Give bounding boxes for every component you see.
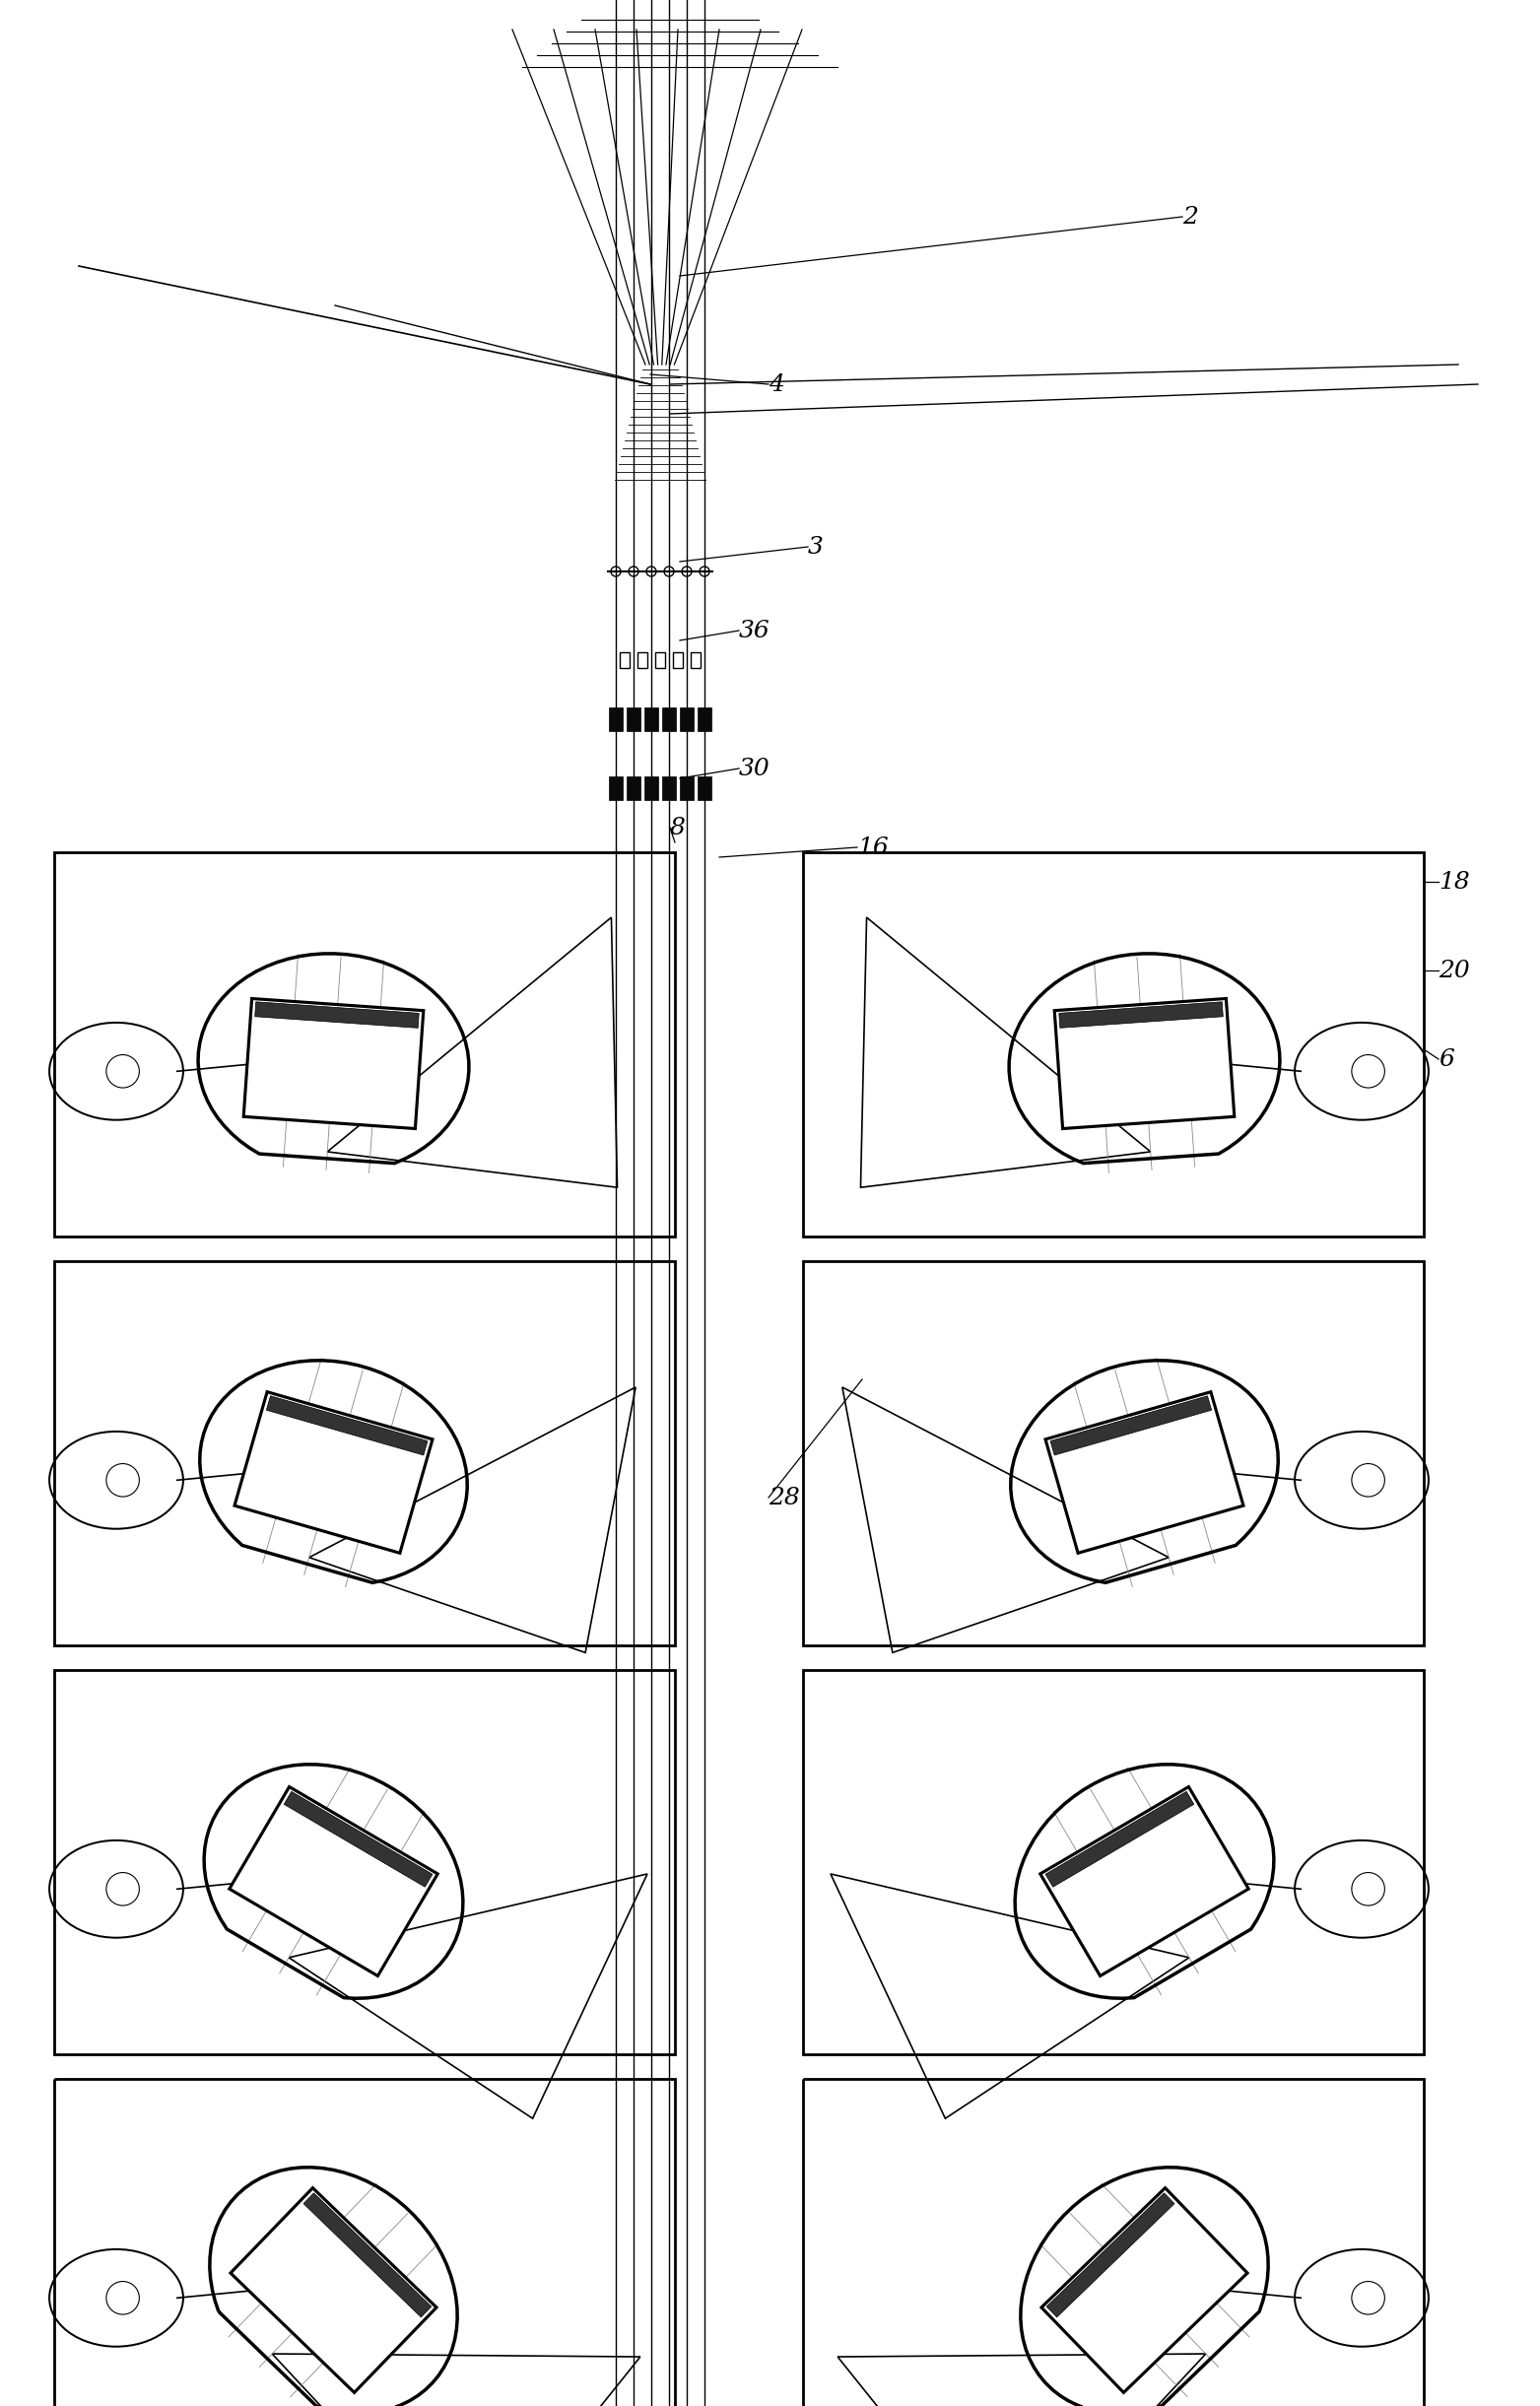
Polygon shape (1047, 2192, 1175, 2317)
Polygon shape (231, 2187, 436, 2392)
Polygon shape (229, 1788, 437, 1975)
Bar (654, 652, 665, 669)
Text: 36: 36 (739, 618, 770, 642)
Bar (679, 707, 693, 731)
Bar (644, 707, 658, 731)
Polygon shape (1050, 1395, 1212, 1456)
Polygon shape (1041, 2187, 1247, 2392)
Bar (698, 777, 711, 801)
Bar (802, 1261, 1425, 1646)
Bar (638, 652, 647, 669)
Bar (644, 777, 658, 801)
Bar (690, 652, 701, 669)
Bar (54, 852, 675, 1237)
Bar (802, 852, 1425, 1237)
Bar (662, 707, 676, 731)
Polygon shape (256, 1001, 419, 1027)
Bar (54, 1670, 675, 2055)
Polygon shape (1055, 998, 1235, 1128)
Bar (662, 777, 676, 801)
Text: 16: 16 (858, 835, 889, 859)
Bar (608, 777, 622, 801)
Text: 30: 30 (739, 758, 770, 780)
Polygon shape (283, 1792, 433, 1886)
Bar (54, 2079, 675, 2406)
Bar (619, 652, 630, 669)
Text: 3: 3 (809, 537, 824, 558)
Polygon shape (266, 1395, 428, 1456)
Text: 18: 18 (1438, 871, 1469, 893)
Bar (673, 652, 682, 669)
Polygon shape (1046, 1393, 1243, 1552)
Polygon shape (243, 998, 424, 1128)
Polygon shape (303, 2192, 431, 2317)
Bar (54, 1261, 675, 1646)
Bar (698, 707, 711, 731)
Text: 4: 4 (768, 373, 784, 395)
Text: 2: 2 (1183, 205, 1198, 229)
Bar (627, 707, 641, 731)
Bar (627, 777, 641, 801)
Bar (802, 2079, 1425, 2406)
Text: 28: 28 (768, 1487, 799, 1509)
Polygon shape (1040, 1788, 1249, 1975)
Bar (802, 1670, 1425, 2055)
Polygon shape (234, 1393, 433, 1552)
Polygon shape (1046, 1792, 1194, 1886)
Bar (679, 777, 693, 801)
Text: 8: 8 (670, 816, 685, 840)
Text: 20: 20 (1438, 960, 1469, 982)
Polygon shape (1060, 1001, 1223, 1027)
Bar (608, 707, 622, 731)
Text: 6: 6 (1438, 1049, 1454, 1071)
